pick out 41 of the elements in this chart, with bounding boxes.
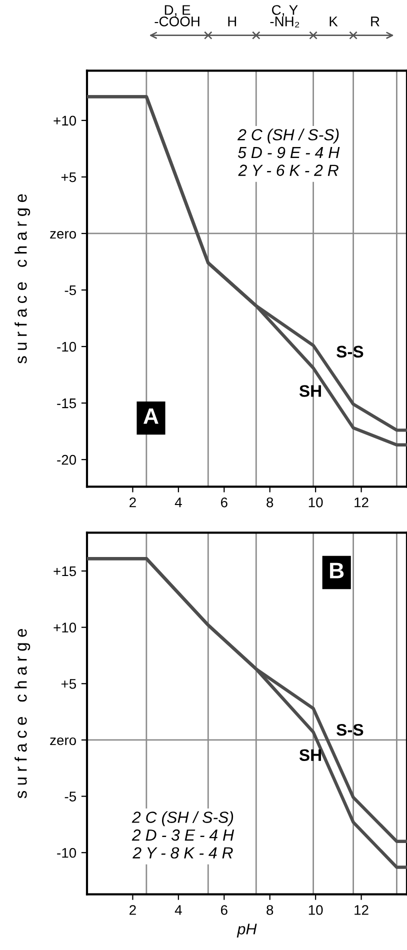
x-tick-label: 12: [354, 497, 368, 508]
y-tick-label: +5: [61, 172, 76, 182]
x-tick-label: 12: [354, 905, 368, 915]
series-label: SH: [299, 385, 321, 397]
series-label: S-S: [336, 724, 364, 736]
y-axis-title: s u r f a c e c h a r g e: [14, 194, 30, 364]
y-tick-label: +10: [54, 622, 76, 632]
annotation: 2 C (SH / S-S) 5 D - 9 E - 4 H 2 Y - 6 K - 2 R: [237, 128, 340, 176]
x-tick-label: 8: [266, 497, 274, 508]
text: C, Y -NH₂: [270, 5, 300, 28]
y-tick-label: zero: [50, 738, 76, 746]
text: A: [144, 408, 158, 424]
x-tick-label: 6: [220, 905, 228, 915]
text: H: [228, 16, 236, 26]
y-tick-label: -10: [57, 342, 76, 352]
y-tick-label: +5: [61, 679, 76, 689]
series-label: SH: [299, 749, 321, 761]
series-label: S-S: [336, 346, 364, 358]
y-tick-label: -5: [64, 285, 76, 296]
text: B: [330, 562, 344, 578]
y-tick-label: +15: [54, 566, 76, 576]
y-tick-label: -15: [57, 398, 76, 408]
y-tick-label: -5: [64, 792, 76, 802]
y-axis-title: s u r f a c e c h a r g e: [14, 629, 30, 798]
x-tick-label: 6: [220, 497, 228, 508]
x-tick-label: 4: [174, 498, 182, 508]
x-axis-title: pH: [236, 924, 257, 938]
x-tick-label: 10: [308, 497, 323, 508]
text: R: [371, 16, 380, 26]
x-tick-label: 2: [130, 497, 136, 508]
y-tick-label: +10: [54, 116, 76, 126]
x-tick-label: 4: [174, 905, 182, 915]
text: D, E -COOH: [154, 5, 200, 26]
x-tick-label: 10: [308, 905, 323, 915]
annotation: 2 C (SH / S-S) 2 D - 3 E - 4 H 2 Y - 8 K - 4 R: [132, 811, 234, 859]
y-tick-label: -10: [57, 848, 76, 858]
x-tick-label: 8: [266, 905, 274, 915]
y-tick-label: zero: [50, 231, 76, 239]
x-tick-label: 2: [130, 905, 136, 915]
text: K: [330, 16, 338, 26]
y-tick-label: -20: [57, 454, 76, 465]
